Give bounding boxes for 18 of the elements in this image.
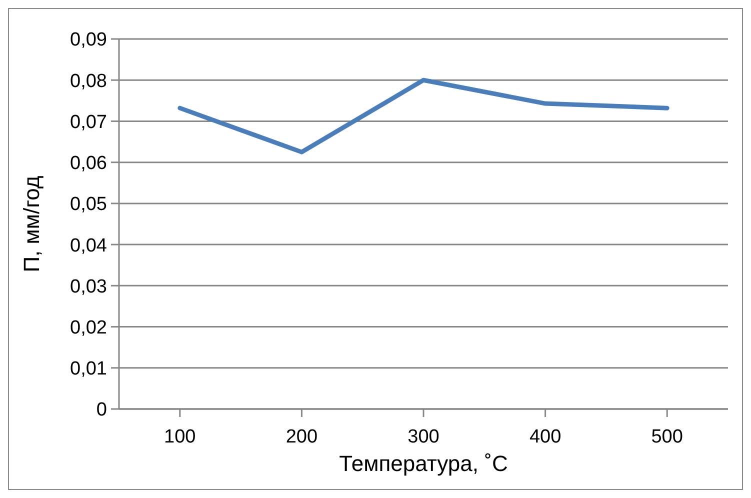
y-tick-label: 0,09 [70, 30, 107, 51]
x-tick-label: 200 [286, 426, 318, 448]
line-series [178, 78, 670, 154]
x-tick-label: 500 [651, 426, 683, 448]
y-tick-label: 0,08 [70, 70, 107, 92]
y-tick-label: 0,03 [70, 276, 107, 298]
y-tick-label: 0,06 [70, 153, 107, 174]
x-tick-label: 300 [408, 426, 440, 448]
x-axis-title: Температура, ˚C [339, 451, 508, 476]
y-tick-label: 0 [96, 400, 107, 421]
x-tick-label: 100 [164, 426, 196, 448]
y-tick-label: 0,05 [70, 194, 107, 216]
y-tick-label: 0,02 [70, 318, 107, 339]
y-tick-label: 0,07 [70, 112, 107, 133]
y-tick-label: 0,01 [70, 358, 107, 380]
x-tick-label: 400 [529, 426, 562, 448]
y-tick-label: 0,04 [70, 235, 108, 256]
y-axis-title: П, мм/год [18, 176, 44, 272]
